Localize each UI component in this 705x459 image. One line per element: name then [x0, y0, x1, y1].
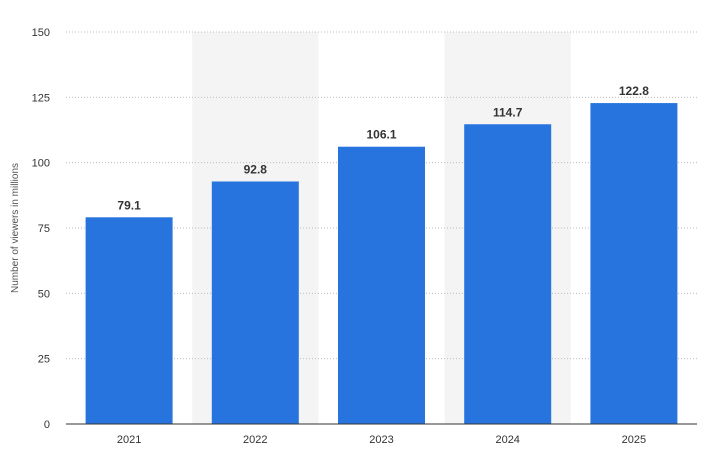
x-category-label: 2023 [369, 434, 393, 446]
y-tick-label: 125 [32, 92, 50, 104]
data-label-2025: 122.8 [619, 84, 649, 98]
data-label-2024: 114.7 [493, 105, 523, 119]
y-tick-label: 75 [38, 223, 50, 235]
bar-2025[interactable] [590, 103, 678, 424]
bar-2024[interactable] [464, 124, 552, 424]
bar-2023[interactable] [338, 146, 425, 424]
y-axis-title: Number of viewers in millions [10, 163, 21, 293]
data-label-2021: 79.1 [117, 198, 141, 212]
x-category-label: 2022 [243, 434, 267, 446]
data-label-2023: 106.1 [366, 128, 396, 142]
data-label-2022: 92.8 [244, 162, 268, 176]
y-tick-label: 150 [32, 27, 50, 39]
y-tick-label: 0 [44, 419, 50, 431]
bar-2022[interactable] [211, 181, 299, 424]
x-axis-categories: 2021 2022 2023 2024 2025 [117, 434, 646, 446]
y-tick-label: 50 [38, 288, 50, 300]
y-tick-label: 100 [32, 158, 50, 170]
x-category-label: 2024 [495, 434, 519, 446]
bars [85, 103, 678, 424]
bar-2021[interactable] [85, 217, 173, 424]
x-category-label: 2025 [622, 434, 646, 446]
y-tick-label: 25 [38, 354, 50, 366]
y-axis-ticks: 0 25 50 75 100 125 150 [32, 27, 50, 431]
x-category-label: 2021 [117, 434, 141, 446]
data-labels: 79.1 92.8 106.1 114.7 122.8 [117, 84, 649, 212]
